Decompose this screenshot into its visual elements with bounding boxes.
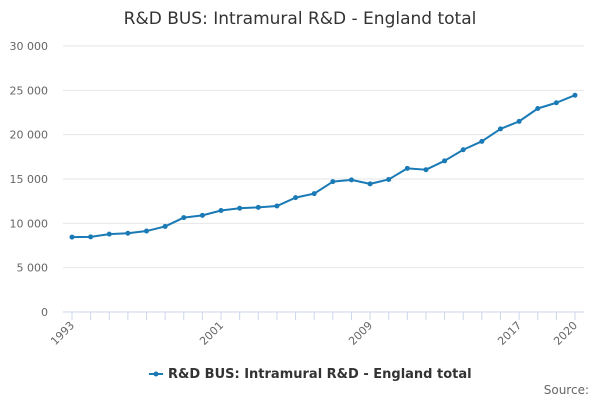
data-point[interactable] bbox=[404, 165, 410, 171]
data-point[interactable] bbox=[442, 158, 448, 164]
data-point[interactable] bbox=[330, 179, 336, 185]
y-tick-label: 10 000 bbox=[10, 217, 49, 230]
data-point[interactable] bbox=[218, 207, 224, 213]
data-point[interactable] bbox=[460, 147, 466, 153]
data-point[interactable] bbox=[386, 176, 392, 182]
data-point[interactable] bbox=[88, 234, 94, 240]
series-layer bbox=[69, 92, 578, 240]
series-line bbox=[71, 94, 576, 239]
legend-marker-swatch bbox=[153, 371, 159, 377]
data-point[interactable] bbox=[497, 126, 503, 132]
data-point[interactable] bbox=[199, 212, 205, 218]
x-axis: 1993 2001 2009 2017 2020 bbox=[48, 312, 580, 348]
data-point[interactable] bbox=[348, 177, 354, 183]
y-tick-label: 25 000 bbox=[10, 84, 49, 97]
source-label[interactable]: Source: bbox=[544, 383, 589, 397]
x-tick-label: 2020 bbox=[551, 319, 580, 348]
data-point[interactable] bbox=[255, 204, 261, 210]
data-point[interactable] bbox=[479, 138, 485, 144]
data-point[interactable] bbox=[162, 223, 168, 229]
x-tick-label: 2001 bbox=[197, 319, 226, 348]
x-tick-label: 1993 bbox=[48, 319, 77, 348]
y-tick-label: 20 000 bbox=[10, 129, 49, 142]
data-point[interactable] bbox=[144, 228, 150, 234]
data-point[interactable] bbox=[106, 231, 112, 237]
grid-lines bbox=[63, 45, 584, 313]
y-axis: 0 5 000 10 000 15 000 20 000 25 000 30 000 bbox=[10, 40, 49, 319]
y-tick-label: 30 000 bbox=[10, 40, 49, 53]
legend-label: R&D BUS: Intramural R&D - England total bbox=[168, 367, 472, 382]
data-point[interactable] bbox=[237, 205, 243, 211]
data-point[interactable] bbox=[572, 92, 578, 98]
data-point[interactable] bbox=[181, 215, 187, 221]
legend[interactable]: R&D BUS: Intramural R&D - England total bbox=[149, 367, 472, 382]
data-point[interactable] bbox=[516, 118, 522, 124]
data-point[interactable] bbox=[535, 106, 541, 112]
data-point[interactable] bbox=[553, 100, 559, 106]
x-tick-label: 2009 bbox=[346, 319, 375, 348]
y-tick-label: 15 000 bbox=[10, 173, 49, 186]
y-tick-label: 0 bbox=[41, 306, 48, 319]
data-point[interactable] bbox=[293, 195, 299, 201]
x-tick-label: 2017 bbox=[495, 319, 524, 348]
chart-title: R&D BUS: Intramural R&D - England total bbox=[124, 9, 477, 29]
y-tick-label: 5 000 bbox=[17, 262, 49, 275]
data-point[interactable] bbox=[367, 181, 373, 187]
data-point[interactable] bbox=[69, 234, 75, 240]
data-point[interactable] bbox=[125, 230, 131, 236]
data-point[interactable] bbox=[423, 167, 429, 173]
data-point[interactable] bbox=[311, 191, 317, 197]
data-point[interactable] bbox=[274, 203, 280, 209]
